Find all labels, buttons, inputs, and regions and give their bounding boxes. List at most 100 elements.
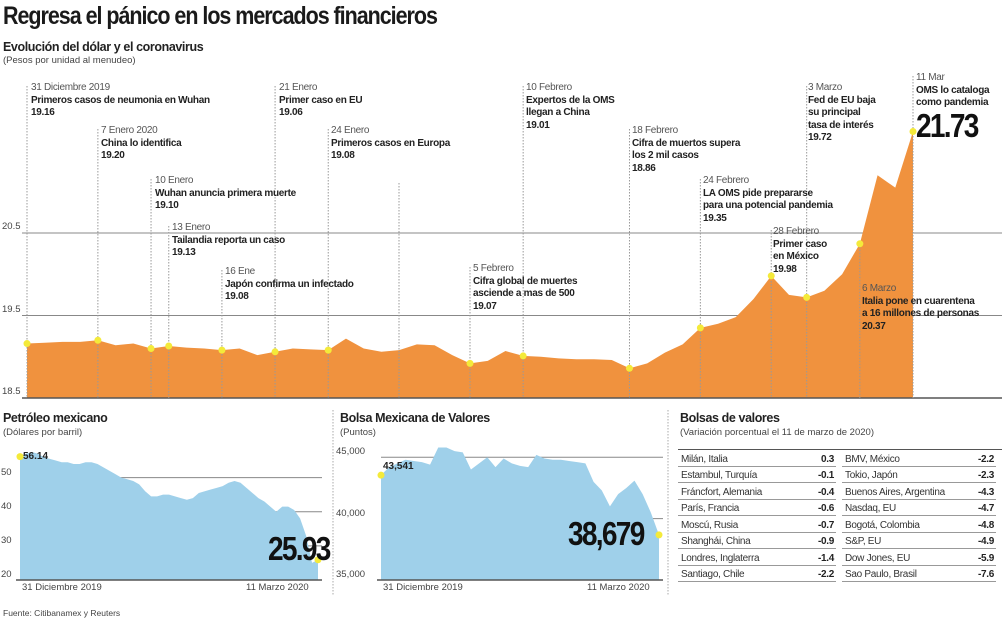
start-value-label: 56.14 <box>23 451 49 462</box>
exchange-name: Santiago, Chile <box>681 569 745 580</box>
dollar-area <box>27 131 913 398</box>
table-cell: Londres, Inglaterra -1.4 <box>678 553 836 566</box>
event-date: 13 Enero <box>172 222 211 233</box>
start-value-label: 43,541 <box>383 461 414 472</box>
event-value: 18.86 <box>632 162 656 174</box>
y-tick-label: 50 <box>1 466 12 478</box>
y-tick-label: 45,000 <box>336 446 366 458</box>
event-point <box>466 359 474 367</box>
dollar-chart-title: Evolución del dólar y el coronavirus <box>3 40 204 54</box>
event-date: 11 Mar <box>916 72 945 83</box>
event-label: 10 Febrero Expertos de la OMS llegan a Chi… <box>526 82 615 132</box>
event-point <box>625 364 633 372</box>
event-value: 19.07 <box>473 300 497 312</box>
event-description: en México <box>773 251 819 262</box>
event-point <box>856 240 864 248</box>
event-value: 19.16 <box>31 107 55 118</box>
table-cell: Dow Jones, EU -5.9 <box>842 553 996 566</box>
percent-change: -0.1 <box>817 470 834 481</box>
stocks-table-title: Bolsas de valores <box>680 411 780 425</box>
event-label: 24 Enero Primeros casos en Europa 19.08 <box>331 125 450 163</box>
percent-change: -4.3 <box>977 486 994 498</box>
event-date: 24 Febrero <box>703 175 749 186</box>
percent-change: -4.7 <box>977 503 994 514</box>
event-value: 21.73 <box>916 106 979 144</box>
end-value-label: 25.93 <box>268 530 331 567</box>
event-point <box>271 348 279 356</box>
oil-chart-subtitle: (Dólares por barril) <box>3 427 83 438</box>
event-date: 5 Febrero <box>473 263 514 274</box>
event-description: Expertos de la OMS <box>526 94 615 106</box>
event-description: Wuhan anuncia primera muerte <box>155 187 296 199</box>
table-cell: Shanghái, China -0.9 <box>678 536 836 549</box>
exchange-name: Tokio, Japón <box>845 470 898 481</box>
event-description: Cifra de muertos supera <box>632 137 741 149</box>
event-value: 19.08 <box>331 150 355 161</box>
event-description: Italia pone en cuarentena <box>862 295 975 307</box>
event-point <box>218 346 226 354</box>
table-cell: Fráncfort, Alemania -0.4 <box>678 487 836 500</box>
event-label: 6 Marzo Italia pone en cuarentena a 16 mil… <box>862 283 979 333</box>
y-tick-label: 18.5 <box>2 386 21 397</box>
exchange-name: Nasdaq, EU <box>845 503 896 514</box>
area <box>20 452 318 580</box>
y-tick-label: 40 <box>1 500 12 512</box>
exchange-name: BMV, México <box>845 453 900 465</box>
x-tick-label: 11 Marzo 2020 <box>587 582 650 593</box>
event-point <box>324 346 332 354</box>
end-point <box>314 556 322 564</box>
exchange-name: París, Francia <box>681 503 740 514</box>
event-value: 20.37 <box>862 320 886 332</box>
event-description: Primeros casos de neumonia en Wuhan <box>31 94 210 106</box>
exchange-name: Estambul, Turquía <box>681 470 758 481</box>
infographic-title: Regresa el pánico en los mercados financ… <box>3 2 438 30</box>
table-row: Santiago, Chile -2.2 Sao Paulo, Brasil -7.6 <box>678 566 1002 582</box>
percent-change: -2.3 <box>977 470 994 481</box>
dollar-chart-subtitle: (Pesos por unidad al menudeo) <box>3 55 136 66</box>
percent-change: -2.2 <box>817 569 834 580</box>
percent-change: -0.9 <box>817 536 834 547</box>
event-value: 19.01 <box>526 119 550 131</box>
event-description: su principal <box>808 107 861 118</box>
percent-change: -0.6 <box>817 503 834 514</box>
event-date: 31 Diciembre 2019 <box>31 82 110 93</box>
event-description: Primeros casos en Europa <box>331 137 450 149</box>
event-description: OMS lo cataloga <box>916 84 990 96</box>
event-label: 11 Mar OMS lo cataloga como pandemia 21.73 <box>916 72 990 144</box>
event-description: Primer caso en EU <box>279 94 363 106</box>
event-date: 3 Marzo <box>808 82 843 93</box>
y-tick-label: 40,000 <box>336 507 366 519</box>
source-footnote: Fuente: Citibanamex y Reuters <box>3 608 121 618</box>
event-date: 18 Febrero <box>632 125 678 136</box>
event-value: 19.20 <box>101 150 125 161</box>
event-label: 7 Enero 2020 China lo identifica 19.20 <box>101 125 182 163</box>
x-tick-label: 31 Diciembre 2019 <box>383 582 463 593</box>
end-value-label: 38,679 <box>568 515 645 552</box>
event-description: como pandemia <box>916 97 989 108</box>
table-cell: BMV, México -2.2 <box>842 454 996 467</box>
event-value: 19.08 <box>225 291 249 302</box>
event-value: 19.35 <box>703 212 727 224</box>
event-label: 3 Marzo Fed de EU baja su principal tasa de… <box>808 82 876 145</box>
event-description: Fed de EU baja <box>808 94 876 106</box>
event-description: asciende a mas de 500 <box>473 288 575 299</box>
table-row: Shanghái, China -0.9 S&P, EU -4.9 <box>678 533 1002 549</box>
exchange-name: Shanghái, China <box>681 536 751 547</box>
event-value: 19.72 <box>808 132 832 143</box>
bmv-chart-subtitle: (Puntos) <box>340 427 376 438</box>
event-label: 28 Febrero Primer caso en México 19.98 <box>773 226 827 276</box>
start-point <box>16 453 24 461</box>
exchange-name: Dow Jones, EU <box>845 552 911 564</box>
x-tick-label: 11 Marzo 2020 <box>246 582 309 593</box>
table-row: París, Francia -0.6 Nasdaq, EU -4.7 <box>678 500 1002 516</box>
event-value: 19.13 <box>172 247 196 258</box>
event-description: China lo identifica <box>101 137 182 149</box>
event-date: 24 Enero <box>331 125 370 136</box>
event-point <box>94 336 102 344</box>
event-date: 7 Enero 2020 <box>101 125 158 136</box>
event-point <box>519 352 527 360</box>
table-cell: Tokio, Japón -2.3 <box>842 470 996 483</box>
table-cell: Buenos Aires, Argentina -4.3 <box>842 487 996 500</box>
percent-change: -4.9 <box>977 536 994 547</box>
